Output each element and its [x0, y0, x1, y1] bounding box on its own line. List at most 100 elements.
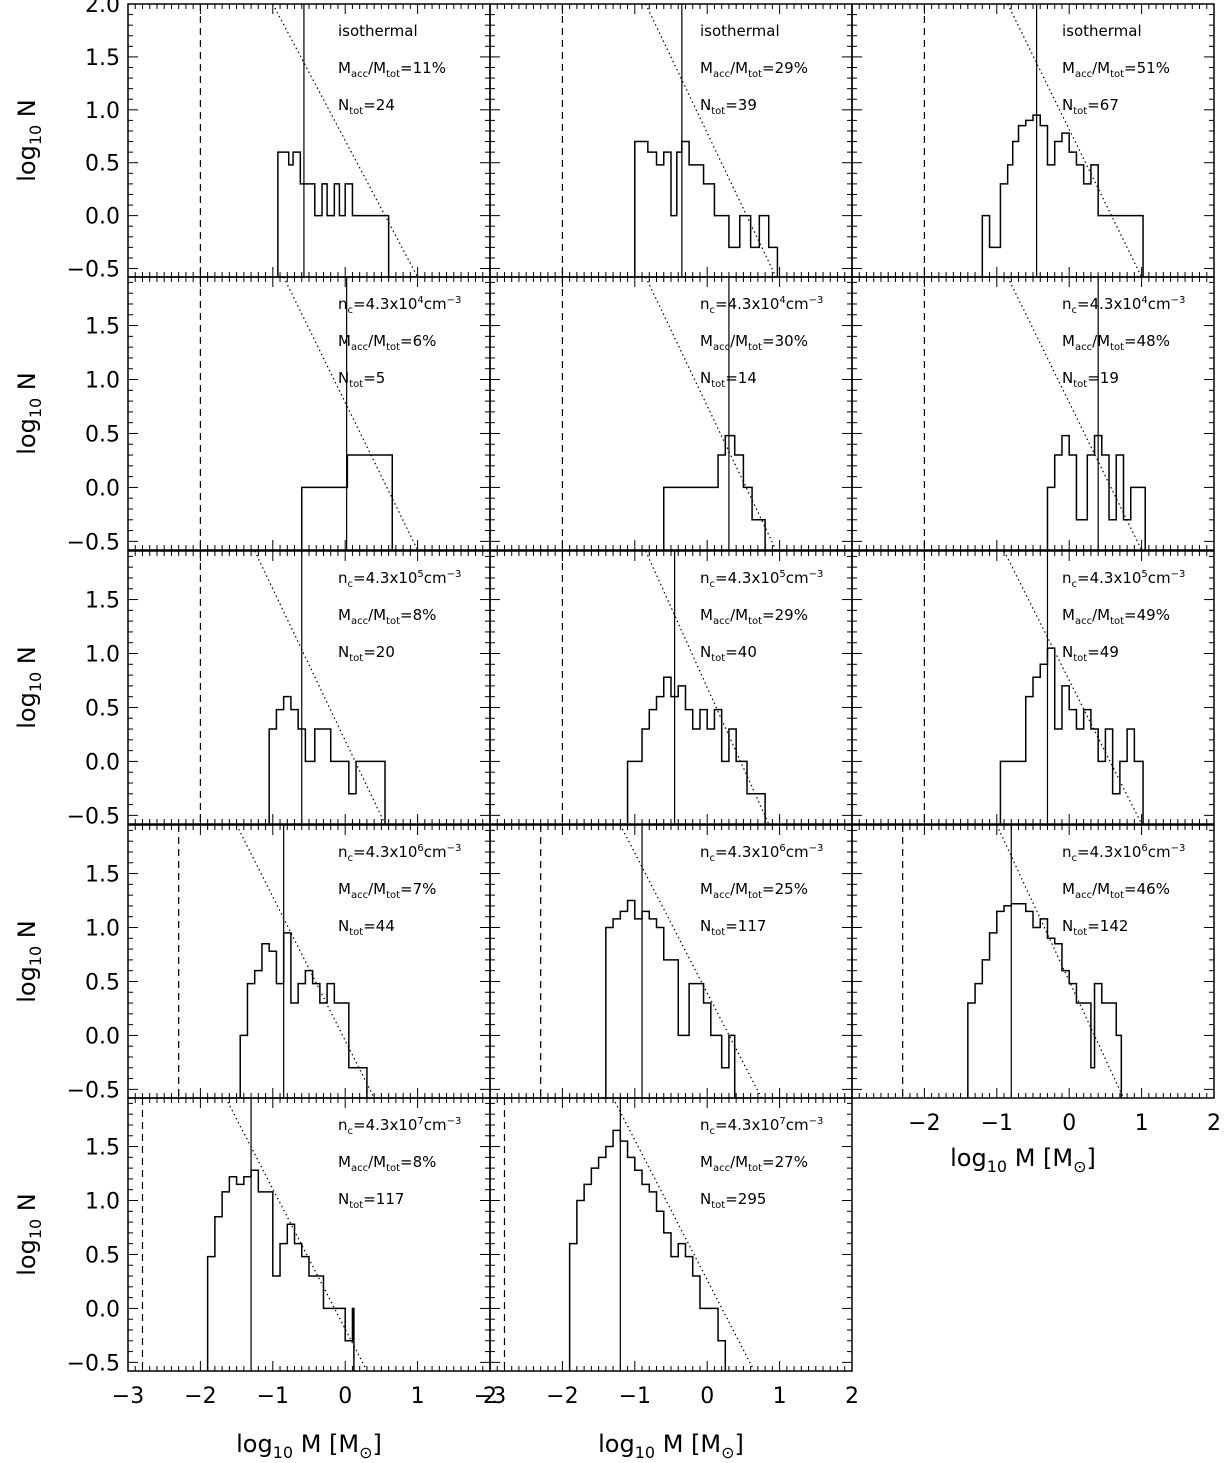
panel-0-0-ytick-label: 0.0 [85, 205, 120, 230]
panel-2-0-ytick-label: −0.5 [67, 804, 120, 829]
panel-1-2-frame [851, 276, 1215, 551]
panel-2-1-histogram [626, 676, 766, 824]
panel-1-2-annotation-2: Ntot=19 [1062, 369, 1119, 390]
panel-3-0-ytick-label: 0.5 [85, 970, 120, 995]
panel-1-2-histogram [1046, 434, 1146, 550]
panel-4-0-histogram [206, 1169, 355, 1371]
panel-4-0-xtick-label: 2 [483, 1384, 497, 1409]
panel-0-0-ytick-label: 1.0 [85, 99, 120, 124]
panel-3-0-annotation-2: Ntot=44 [338, 917, 395, 938]
panel-4-0-ytick-label: 1.5 [85, 1136, 120, 1161]
panel-3-0-ytick-label: 1.0 [85, 917, 120, 942]
panel-3-1-annotation-1: Macc/Mtot=25% [700, 880, 808, 901]
panel-1-0-powerlaw-line [283, 276, 419, 551]
panel-1-1-frame [489, 276, 853, 551]
panel-4-1-annotation-1: Macc/Mtot=27% [700, 1153, 808, 1174]
panel-1-2-annotation-0: nc=4.3x104cm−3 [1062, 295, 1185, 316]
panel-4-0-ytick-label: 1.0 [85, 1190, 120, 1215]
panel-0-2-annotation-0: isothermal [1062, 22, 1142, 40]
panel-0-2-frame [851, 3, 1215, 278]
panel-0-0-ytick-label: 0.5 [85, 152, 120, 177]
panel-4-0-ytick-label: −0.5 [67, 1351, 120, 1376]
panel-0-0-ylabel: log10 N [13, 99, 45, 182]
panel-2-1-annotation-1: Macc/Mtot=29% [700, 606, 808, 627]
panel-1-0-ytick-label: 0.0 [85, 476, 120, 501]
panel-0-0-frame [127, 3, 491, 278]
panel-3-0-ylabel: log10 N [13, 920, 45, 1003]
panel-3-0-frame [127, 824, 491, 1099]
xlabel-col2: log10 M [M⊙] [950, 1144, 1096, 1176]
panel-2-0-ylabel: log10 N [13, 646, 45, 729]
panel-3-2: nc=4.3x106cm−3 Macc/Mtot=46% Ntot=142 [851, 824, 1215, 1099]
panel-4-0-xtick-label: 0 [338, 1384, 352, 1409]
panel-1-0-annotation-2: Ntot=5 [338, 369, 385, 390]
panel-4-0-annotation-0: nc=4.3x107cm−3 [338, 1116, 461, 1137]
panel-2-2: nc=4.3x105cm−3 Macc/Mtot=49% Ntot=49 [851, 550, 1215, 825]
panel-1-0-annotation-1: Macc/Mtot=6% [338, 332, 436, 353]
panel-4-1-xtick-label: −1 [619, 1384, 651, 1409]
panel-4-1-annotation-0: nc=4.3x107cm−3 [700, 1116, 823, 1137]
extra-axis-xtick-label: 0 [1062, 1111, 1076, 1136]
panel-4-0-xtick-label: 1 [411, 1384, 425, 1409]
panel-2-0-annotation-2: Ntot=20 [338, 643, 395, 664]
panel-3-1-frame [489, 824, 853, 1099]
panel-1-1-annotation-1: Macc/Mtot=30% [700, 332, 808, 353]
panel-4-0-ytick-label: 0.0 [85, 1297, 120, 1322]
panel-2-1-annotation-0: nc=4.3x105cm−3 [700, 569, 823, 590]
panel-3-0-histogram [239, 932, 368, 1098]
panel-3-0-ytick-label: 0.0 [85, 1024, 120, 1049]
panel-0-2-annotation-1: Macc/Mtot=51% [1062, 59, 1170, 80]
panel-0-1: isothermal Macc/Mtot=29% Ntot=39 [489, 3, 853, 278]
panel-0-2-powerlaw-line [1007, 3, 1143, 278]
panel-1-0-ytick-label: 1.5 [85, 315, 120, 340]
panel-0-2-annotation-2: Ntot=67 [1062, 96, 1119, 117]
panel-3-1-powerlaw-line [619, 824, 763, 1099]
panel-1-0: 1.5 1.0 0.5 0.0 −0.5 nc=4.3x104cm−3 Macc/Mtot=… [13, 276, 491, 555]
panel-0-0-powerlaw-line [272, 3, 419, 278]
panel-3-0-annotation-1: Macc/Mtot=7% [338, 880, 436, 901]
panel-1-1-powerlaw-line [645, 276, 777, 551]
panel-2-0-powerlaw-line [254, 550, 386, 825]
panel-2-1: nc=4.3x105cm−3 Macc/Mtot=29% Ntot=40 [489, 550, 853, 825]
extra-axis-xtick-label: −1 [981, 1111, 1013, 1136]
panel-4-1-xtick-label: −3 [474, 1384, 506, 1409]
panel-1-0-frame [127, 276, 491, 551]
panel-0-1-annotation-2: Ntot=39 [700, 96, 757, 117]
panel-1-0-histogram [301, 454, 394, 550]
panel-2-2-annotation-1: Macc/Mtot=49% [1062, 606, 1170, 627]
panel-2-0-histogram [268, 695, 386, 824]
panel-2-0: 1.5 1.0 0.5 0.0 −0.5 nc=4.3x105cm−3 Macc/Mtot=… [13, 550, 491, 829]
panel-2-0-ytick-label: 1.5 [85, 589, 120, 614]
panel-4-1-xtick-label: 0 [700, 1384, 714, 1409]
panel-4-1: −3 −2 −1 0 1 2 nc=4.3x107cm−3 Macc/Mtot=27% Ntot… [474, 1097, 859, 1409]
panel-1-0-ytick-label: 1.0 [85, 369, 120, 394]
panel-0-0-annotation-1: Macc/Mtot=11% [338, 59, 446, 80]
panel-3-1: nc=4.3x106cm−3 Macc/Mtot=25% Ntot=117 [489, 824, 853, 1099]
panel-0-0-annotation-2: Ntot=24 [338, 96, 395, 117]
panel-3-0: 1.5 1.0 0.5 0.0 −0.5 nc=4.3x106cm−3 Macc/Mtot=… [13, 824, 491, 1103]
panel-1-1-annotation-2: Ntot=14 [700, 369, 757, 390]
panel-4-0-annotation-1: Macc/Mtot=8% [338, 1153, 436, 1174]
xlabel-col1: log10 M [M⊙] [598, 1430, 744, 1462]
panel-3-2-histogram [967, 903, 1123, 1098]
panel-2-0-ytick-label: 1.0 [85, 643, 120, 668]
panel-4-0-powerlaw-line [225, 1097, 368, 1372]
panel-1-0-annotation-0: nc=4.3x104cm−3 [338, 295, 461, 316]
panel-0-0-ytick-label: 2.0 [85, 0, 120, 18]
panel-0-1-frame [489, 3, 853, 278]
panel-0-0-ytick-label: −0.5 [67, 258, 120, 283]
panel-3-2-annotation-0: nc=4.3x106cm−3 [1062, 843, 1185, 864]
panel-1-0-ylabel: log10 N [13, 372, 45, 455]
panel-2-2-histogram [999, 647, 1144, 824]
panel-3-2-powerlaw-line [996, 824, 1125, 1099]
panel-4-1-xtick-label: 2 [845, 1384, 859, 1409]
panel-2-2-powerlaw-line [1003, 550, 1143, 825]
panel-2-0-ytick-label: 0.5 [85, 696, 120, 721]
panel-3-2-frame [851, 824, 1215, 1099]
panel-1-2-annotation-1: Macc/Mtot=48% [1062, 332, 1170, 353]
panel-4-0-frame [127, 1097, 491, 1372]
panel-3-1-annotation-0: nc=4.3x106cm−3 [700, 843, 823, 864]
panel-1-0-ytick-label: 0.5 [85, 422, 120, 447]
panel-4-0-annotation-2: Ntot=117 [338, 1190, 404, 1211]
